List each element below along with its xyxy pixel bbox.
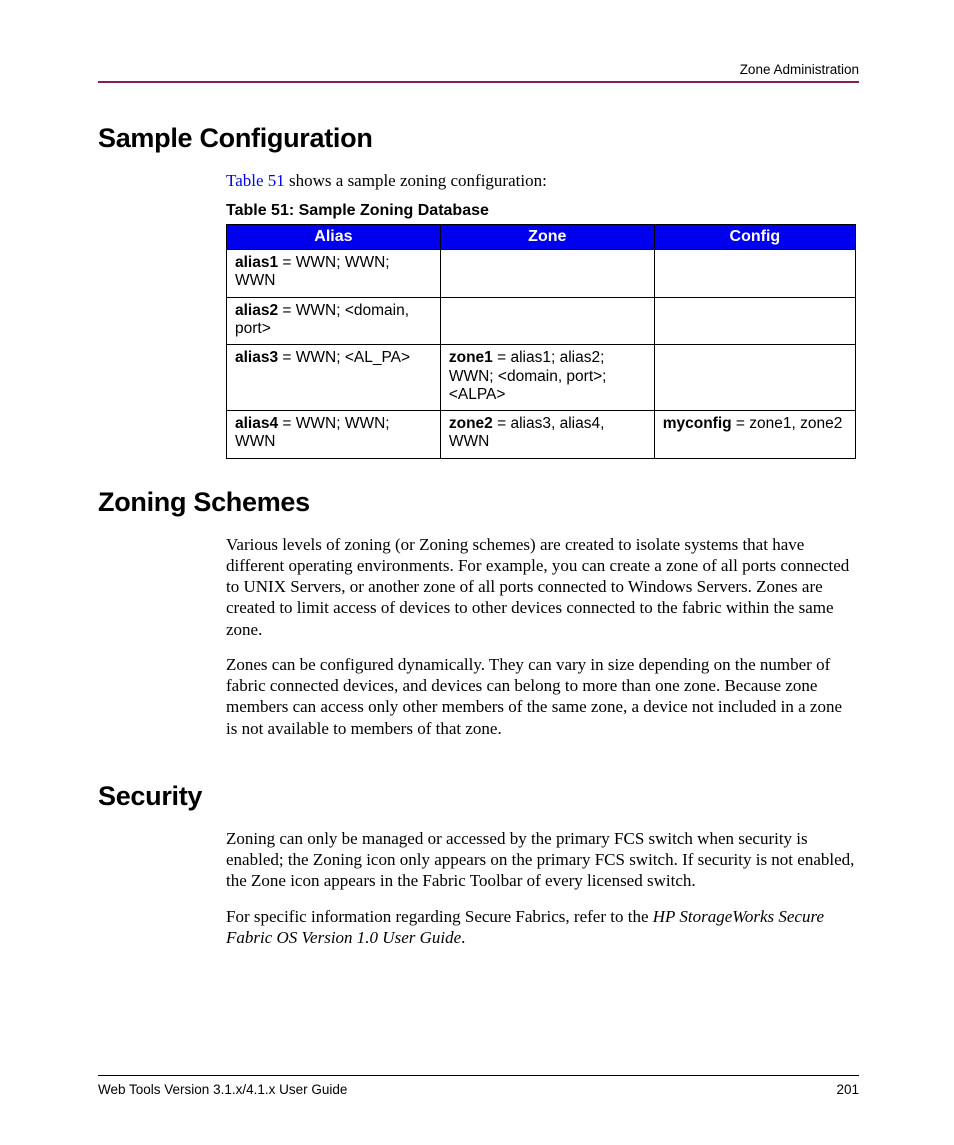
cell-bold: zone2 xyxy=(449,415,493,432)
intro-text: Table 51 shows a sample zoning configura… xyxy=(226,170,856,192)
heading-sample-configuration: Sample Configuration xyxy=(98,123,859,154)
footer-left: Web Tools Version 3.1.x/4.1.x User Guide xyxy=(98,1082,347,1097)
table-row: alias1 = WWN; WWN; WWN xyxy=(227,250,856,298)
security-p2-a: For specific information regarding Secur… xyxy=(226,907,653,926)
cell-bold: alias2 xyxy=(235,302,278,319)
heading-zoning-schemes: Zoning Schemes xyxy=(98,487,859,518)
table-row: alias2 = WWN; <domain, port> xyxy=(227,297,856,345)
cell-bold: myconfig xyxy=(663,415,732,432)
zoning-table: Alias Zone Config alias1 = WWN; WWN; WWN… xyxy=(226,224,856,459)
th-zone: Zone xyxy=(440,225,654,250)
th-alias: Alias xyxy=(227,225,441,250)
intro-rest: shows a sample zoning configuration: xyxy=(285,171,547,190)
cell-bold: alias1 xyxy=(235,254,278,271)
security-p2-b: . xyxy=(461,928,465,947)
cell-bold: alias3 xyxy=(235,349,278,366)
cell-text: = WWN; <AL_PA> xyxy=(278,349,410,366)
th-config: Config xyxy=(654,225,855,250)
zoning-schemes-p2: Zones can be configured dynamically. The… xyxy=(226,654,856,739)
heading-security: Security xyxy=(98,781,859,812)
footer-page-number: 201 xyxy=(836,1082,859,1097)
security-p2: For specific information regarding Secur… xyxy=(226,906,856,949)
page-header: Zone Administration xyxy=(98,62,859,83)
cell-text: = zone1, zone2 xyxy=(732,415,843,432)
table-caption: Table 51: Sample Zoning Database xyxy=(226,202,856,220)
security-p1: Zoning can only be managed or accessed b… xyxy=(226,828,856,892)
table-51-link[interactable]: Table 51 xyxy=(226,171,285,190)
header-section-label: Zone Administration xyxy=(98,62,859,77)
page-footer: Web Tools Version 3.1.x/4.1.x User Guide… xyxy=(98,1075,859,1097)
table-row: alias4 = WWN; WWN; WWN zone2 = alias3, a… xyxy=(227,411,856,459)
table-row: alias3 = WWN; <AL_PA> zone1 = alias1; al… xyxy=(227,345,856,411)
cell-bold: alias4 xyxy=(235,415,278,432)
zoning-schemes-p1: Various levels of zoning (or Zoning sche… xyxy=(226,534,856,640)
cell-bold: zone1 xyxy=(449,349,493,366)
